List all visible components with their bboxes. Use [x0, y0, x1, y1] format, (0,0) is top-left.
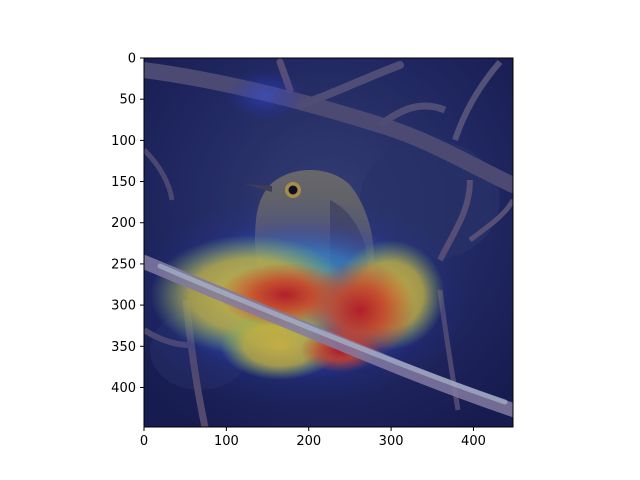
- x-axis: 0 100 200 300 400: [140, 427, 486, 449]
- y-tick-label: 50: [119, 93, 136, 108]
- branch: [468, 198, 513, 243]
- heat-halo: [225, 70, 305, 120]
- x-tick-label: 300: [379, 434, 404, 449]
- x-tick-label: 400: [461, 434, 486, 449]
- y-tick-label: 150: [111, 175, 136, 190]
- perch-branch-highlight: [157, 263, 508, 405]
- y-tick-label: 300: [111, 299, 136, 314]
- y-tick-label: 0: [128, 52, 136, 67]
- branch: [144, 62, 513, 193]
- image-tint: [144, 58, 513, 427]
- y-axis: 0 50 100 150 200 250 300 350 400: [111, 52, 144, 396]
- x-tick-label: 100: [214, 434, 239, 449]
- branch: [452, 60, 503, 141]
- branch: [377, 102, 447, 128]
- y-tick-label: 200: [111, 216, 136, 231]
- x-tick-label: 200: [296, 434, 321, 449]
- branch: [144, 148, 175, 201]
- y-tick-label: 100: [111, 134, 136, 149]
- y-tick-label: 250: [111, 257, 136, 272]
- x-tick-label: 0: [140, 434, 148, 449]
- axes-frame: [143, 57, 514, 428]
- y-tick-label: 400: [111, 381, 136, 396]
- image-area: [144, 58, 513, 427]
- bird-eye: [288, 185, 298, 195]
- branch: [296, 61, 404, 109]
- bird-beak: [244, 184, 272, 192]
- y-tick-label: 350: [111, 340, 136, 355]
